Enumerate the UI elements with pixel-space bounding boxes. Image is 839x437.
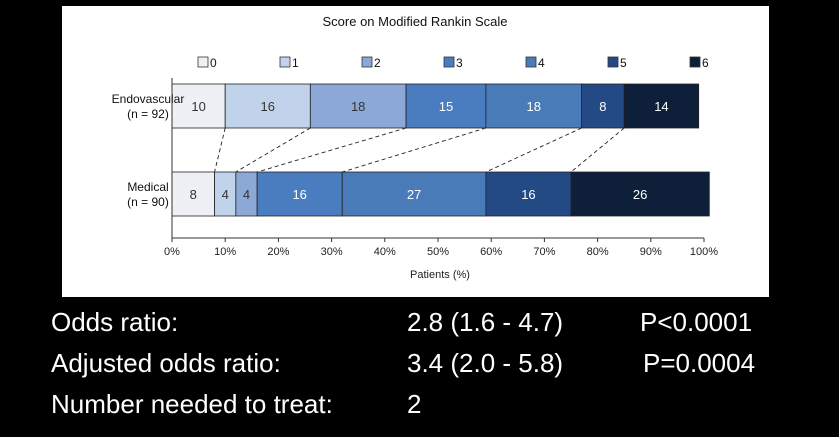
stat-row-adjusted-odds-ratio: Adjusted odds ratio: 3.4 (2.0 - 5.8) P=0…	[0, 348, 839, 384]
legend-swatch-2	[361, 56, 373, 68]
legend-label-4: 4	[538, 56, 545, 70]
bar-segment-0-4	[485, 83, 583, 129]
bar-value-label: 4	[243, 187, 250, 202]
legend-swatch-0	[197, 56, 209, 68]
stacked-bar-chart: Score on Modified Rankin Scale Patients …	[112, 14, 719, 281]
x-tick-label: 0%	[164, 246, 180, 258]
bar-value-label: 26	[633, 187, 647, 202]
stat-row-number-needed-to-treat: Number needed to treat: 2	[0, 389, 839, 425]
legend-swatch-3	[443, 56, 455, 68]
legend-label-0: 0	[210, 56, 217, 70]
x-tick-label: 90%	[640, 246, 662, 258]
chart-panel: Score on Modified Rankin Scale Patients …	[62, 6, 769, 297]
bar-segment-1-4	[341, 171, 487, 217]
x-tick-label: 10%	[214, 246, 236, 258]
bar-value-label: 16	[261, 99, 275, 114]
bar-value-label: 18	[527, 99, 541, 114]
stat-p-value: P<0.0001	[640, 307, 753, 337]
bar-value-label: 4	[222, 187, 229, 202]
legend-swatch-4	[525, 56, 537, 68]
category-n-label: (n = 92)	[127, 107, 169, 121]
stat-row-odds-ratio: Odds ratio: 2.8 (1.6 - 4.7) P<0.0001	[0, 307, 839, 343]
stat-value: 2.8 (1.6 - 4.7)	[407, 307, 564, 337]
x-tick-label: 100%	[690, 246, 718, 258]
stat-value: 2	[407, 389, 422, 419]
legend-label-5: 5	[620, 56, 627, 70]
category-label: Medical	[127, 180, 168, 194]
legend-label-2: 2	[374, 56, 381, 70]
stat-value: 3.4 (2.0 - 5.8)	[407, 348, 564, 378]
legend-label-1: 1	[292, 56, 299, 70]
x-tick-label: 40%	[374, 246, 396, 258]
bar-segment-0-3	[405, 83, 487, 129]
stat-p-value: P=0.0004	[643, 348, 756, 378]
x-tick-label: 30%	[321, 246, 343, 258]
connector-line	[256, 127, 407, 173]
connector-line	[342, 127, 487, 173]
bar-segment-1-6	[570, 171, 710, 217]
connector-line	[214, 127, 226, 173]
bar-value-label: 8	[190, 187, 197, 202]
bar-segment-0-6	[623, 83, 700, 129]
connector-line	[235, 127, 311, 173]
stat-label: Number needed to treat:	[51, 389, 333, 419]
bar-value-label: 16	[521, 187, 535, 202]
bar-segment-0-1	[224, 83, 311, 129]
x-tick-label: 50%	[427, 246, 449, 258]
bar-value-label: 14	[654, 99, 668, 114]
legend-swatch-5	[607, 56, 619, 68]
bar-value-label: 10	[191, 99, 205, 114]
x-tick-label: 70%	[533, 246, 555, 258]
bar-segment-0-5	[581, 83, 625, 129]
legend-label-6: 6	[702, 56, 709, 70]
x-tick-label: 20%	[267, 246, 289, 258]
legend-label-3: 3	[456, 56, 463, 70]
bar-value-label: 8	[599, 99, 606, 114]
bar-value-label: 15	[439, 99, 453, 114]
bar-segment-0-2	[309, 83, 407, 129]
legend-swatch-1	[279, 56, 291, 68]
bar-value-label: 27	[407, 187, 421, 202]
connector-line	[485, 127, 582, 173]
x-axis-label: Patients (%)	[410, 269, 470, 281]
bar-segment-1-3	[256, 171, 343, 217]
bar-value-label: 16	[292, 187, 306, 202]
category-label: Endovascular	[112, 92, 185, 106]
stat-label: Adjusted odds ratio:	[51, 348, 281, 378]
connector-line	[570, 127, 625, 173]
chart-title: Score on Modified Rankin Scale	[323, 14, 508, 29]
bar-segment-1-5	[485, 171, 572, 217]
bar-segment-0-0	[171, 83, 226, 129]
x-tick-label: 80%	[587, 246, 609, 258]
x-tick-label: 60%	[480, 246, 502, 258]
bar-value-label: 18	[351, 99, 365, 114]
legend-swatch-6	[689, 56, 701, 68]
category-n-label: (n = 90)	[127, 195, 169, 209]
stat-label: Odds ratio:	[51, 307, 179, 337]
